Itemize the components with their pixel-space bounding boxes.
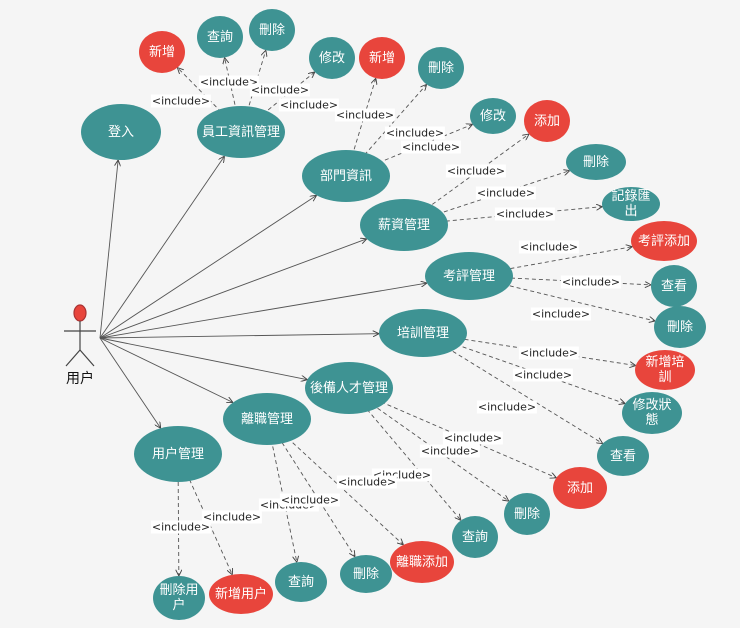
sub-use-case: 修改狀態 — [622, 392, 682, 434]
sub-use-case: 修改 — [470, 98, 516, 134]
sub-use-case: 刪除用户 — [153, 576, 205, 620]
sub-use-case: 查詢 — [452, 516, 498, 558]
association-edge — [99, 337, 233, 403]
sub-use-case: 刪除 — [654, 306, 706, 348]
association-edge — [99, 334, 379, 339]
association-edge — [99, 239, 367, 339]
include-label: <include> — [400, 140, 462, 154]
include-label: <include> — [512, 368, 574, 382]
association-edge — [99, 283, 427, 339]
include-label: <include> — [336, 475, 398, 489]
association-edge — [99, 156, 225, 339]
sub-use-case: 刪除 — [249, 9, 295, 51]
include-label: <include> — [279, 493, 341, 507]
use-case: 用户管理 — [134, 426, 222, 482]
include-edge — [345, 84, 427, 177]
sub-use-case: 刪除 — [566, 144, 626, 180]
use-case: 考評管理 — [425, 252, 513, 300]
include-label: <include> — [518, 346, 580, 360]
include-label: <include> — [278, 98, 340, 112]
include-edge — [266, 418, 355, 557]
sub-use-case: 離職添加 — [390, 541, 454, 583]
include-label: <include> — [518, 240, 580, 254]
sub-use-case: 新增培訓 — [635, 350, 695, 390]
include-edge — [178, 453, 179, 576]
use-case: 登入 — [81, 104, 161, 160]
sub-use-case: 刪除 — [418, 47, 464, 89]
sub-use-case: 記錄匯出 — [602, 187, 660, 221]
sub-use-case: 查看 — [597, 436, 649, 476]
sub-use-case: 添加 — [524, 100, 570, 142]
include-edge — [225, 58, 242, 133]
sub-use-case: 查看 — [651, 265, 697, 307]
association-edge — [99, 337, 307, 380]
association-edge — [99, 160, 118, 339]
include-label: <include> — [442, 431, 504, 445]
include-label: <include> — [201, 510, 263, 524]
use-case: 員工資訊管理 — [197, 106, 285, 158]
include-label: <include> — [150, 520, 212, 534]
sub-use-case: 查詢 — [275, 562, 327, 602]
include-label: <include> — [445, 164, 507, 178]
include-label: <include> — [494, 207, 556, 221]
include-label: <include> — [419, 444, 481, 458]
include-edge — [403, 134, 529, 226]
use-case: 薪資管理 — [360, 199, 448, 251]
sub-use-case: 添加 — [553, 467, 607, 509]
use-case: 後備人才管理 — [305, 362, 393, 414]
include-edge — [422, 332, 603, 444]
sub-use-case: 刪除 — [340, 555, 392, 593]
use-case: 部門資訊 — [302, 150, 390, 202]
actor-label: 用户 — [66, 371, 94, 387]
include-label: <include> — [150, 94, 212, 108]
association-edge — [99, 337, 161, 428]
sub-use-case: 新增 — [359, 37, 405, 79]
include-label: <include> — [475, 186, 537, 200]
use-case: 離職管理 — [223, 393, 311, 445]
association-edge — [99, 195, 317, 339]
include-label: <include> — [476, 400, 538, 414]
include-label: <include> — [334, 108, 396, 122]
sub-use-case: 修改 — [309, 37, 355, 79]
include-label: <include> — [530, 307, 592, 321]
include-label: <include> — [249, 83, 311, 97]
use-case: 培訓管理 — [379, 309, 467, 357]
sub-use-case: 新增 — [139, 31, 185, 73]
sub-use-case: 刪除 — [504, 493, 550, 535]
include-label: <include> — [198, 75, 260, 89]
actor-figure — [64, 304, 96, 367]
sub-use-case: 查詢 — [197, 16, 243, 58]
include-label: <include> — [384, 126, 446, 140]
include-label: <include> — [560, 275, 622, 289]
include-edge — [348, 387, 509, 501]
sub-use-case: 考評添加 — [631, 221, 697, 261]
sub-use-case: 新增用户 — [209, 574, 273, 614]
